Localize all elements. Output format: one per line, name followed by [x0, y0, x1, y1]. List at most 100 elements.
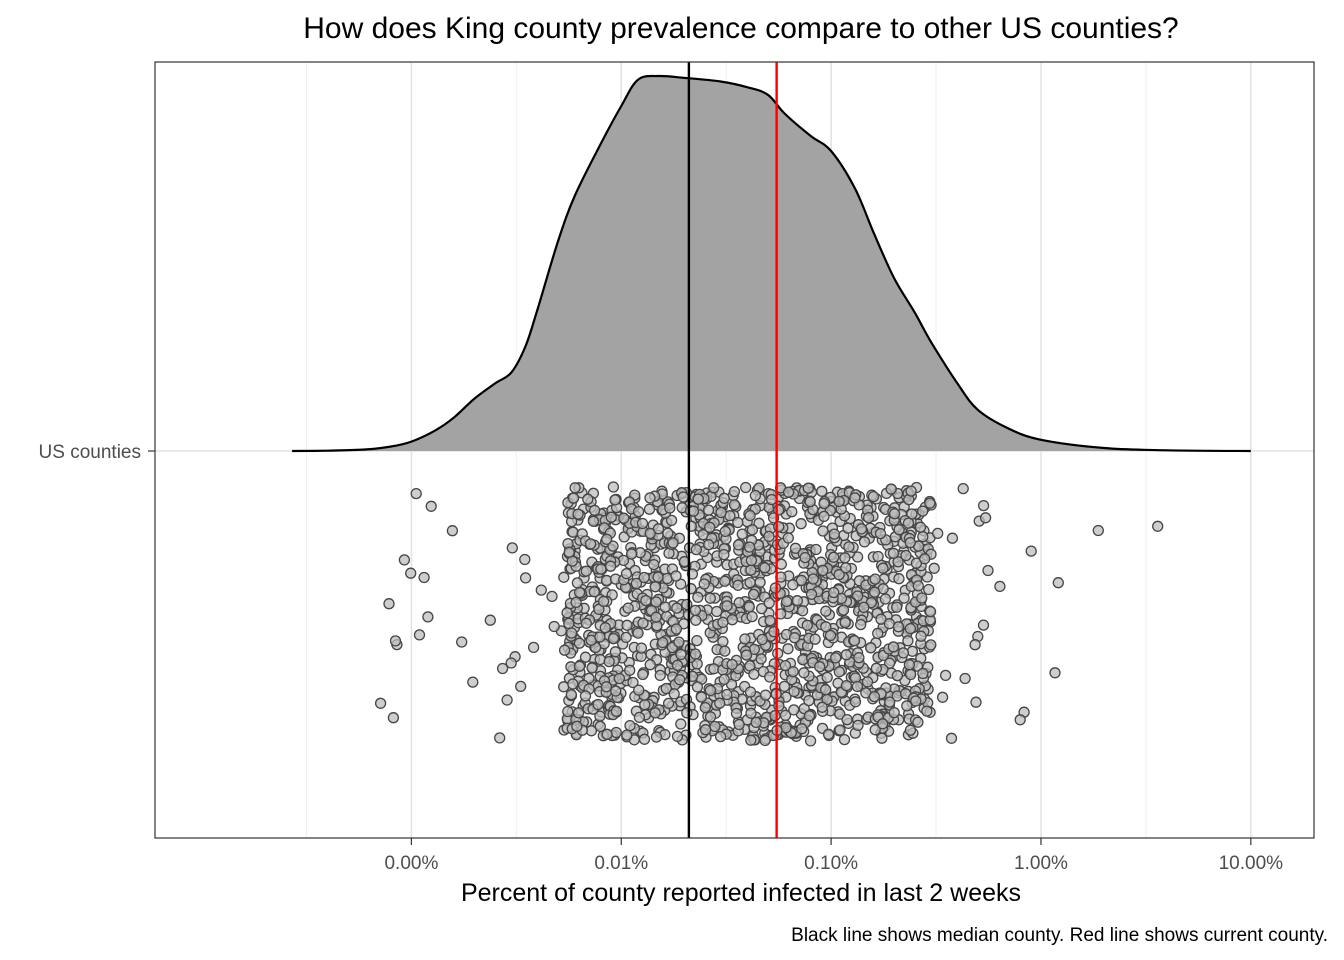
county-point	[879, 593, 892, 605]
county-point	[708, 482, 720, 494]
county-point	[756, 633, 768, 646]
county-point	[834, 724, 846, 736]
county-point	[644, 527, 656, 540]
county-point	[633, 684, 645, 696]
county-point	[798, 667, 810, 679]
county-point	[582, 493, 594, 505]
county-point	[865, 642, 877, 654]
county-point	[599, 622, 611, 634]
county-point	[625, 548, 638, 560]
county-point	[703, 539, 715, 551]
county-point	[840, 649, 852, 661]
county-point	[501, 694, 513, 706]
density-outline	[292, 74, 1251, 453]
county-point	[888, 508, 901, 520]
county-point	[732, 539, 745, 551]
county-point	[888, 706, 900, 719]
county-point	[726, 658, 738, 671]
county-point	[870, 662, 883, 674]
county-point	[743, 601, 755, 613]
county-point	[743, 541, 756, 553]
county-point	[422, 611, 434, 623]
county-point	[667, 537, 679, 549]
county-point	[640, 594, 652, 607]
county-point	[816, 701, 828, 713]
county-point	[714, 697, 726, 709]
county-point	[546, 590, 558, 603]
county-point	[506, 542, 518, 554]
county-point	[884, 696, 896, 708]
county-point	[796, 605, 809, 617]
county-point	[648, 558, 660, 571]
county-point	[892, 556, 904, 568]
county-point	[917, 667, 929, 680]
county-point	[877, 718, 889, 730]
county-point	[805, 588, 818, 600]
county-point	[819, 684, 832, 696]
county-point	[660, 682, 672, 695]
county-point	[607, 481, 620, 493]
county-point	[868, 586, 881, 598]
reference-lines	[687, 62, 778, 838]
county-point	[670, 623, 683, 635]
county-point	[573, 637, 586, 649]
county-point	[936, 691, 949, 703]
county-point	[828, 586, 840, 599]
county-point	[519, 572, 532, 584]
county-point	[649, 707, 661, 719]
county-point	[824, 629, 837, 642]
x-tick-label: 10.00%	[1219, 853, 1284, 874]
county-point	[855, 618, 867, 631]
county-point	[769, 710, 781, 722]
county-point	[721, 688, 733, 701]
county-point	[573, 660, 586, 672]
county-point	[897, 647, 910, 659]
county-point	[601, 533, 613, 545]
county-point	[733, 597, 745, 609]
county-point	[754, 576, 766, 588]
county-point	[746, 524, 759, 536]
county-point	[718, 548, 730, 561]
county-point	[418, 571, 430, 584]
county-point	[979, 512, 992, 524]
county-point	[828, 528, 840, 540]
county-point	[715, 506, 727, 519]
county-point	[728, 499, 741, 511]
county-point	[755, 653, 767, 665]
county-point	[764, 671, 776, 683]
county-point	[746, 610, 758, 623]
county-point	[652, 523, 665, 535]
county-point	[739, 633, 751, 645]
county-point	[624, 664, 636, 676]
county-point	[906, 645, 919, 657]
county-point	[563, 617, 575, 630]
county-point	[932, 527, 944, 540]
county-point	[782, 643, 794, 655]
county-point	[643, 503, 656, 515]
county-point	[446, 525, 459, 537]
county-point	[904, 724, 917, 736]
county-point	[799, 551, 811, 564]
county-point	[609, 646, 622, 658]
county-point	[759, 734, 771, 747]
county-point	[413, 629, 426, 641]
county-point	[527, 641, 540, 654]
county-point	[816, 485, 828, 497]
county-point	[588, 504, 601, 517]
county-point	[632, 505, 645, 518]
county-point	[650, 596, 662, 608]
county-point	[868, 690, 881, 703]
county-point	[719, 645, 731, 657]
county-point	[644, 492, 656, 504]
county-point	[691, 634, 703, 647]
county-point	[699, 724, 712, 736]
county-point	[389, 635, 402, 647]
county-point	[892, 621, 905, 633]
county-point	[837, 604, 850, 616]
county-point	[769, 582, 782, 594]
county-point	[925, 639, 937, 651]
county-point	[924, 605, 937, 618]
county-point	[788, 704, 800, 716]
county-point	[610, 726, 622, 739]
